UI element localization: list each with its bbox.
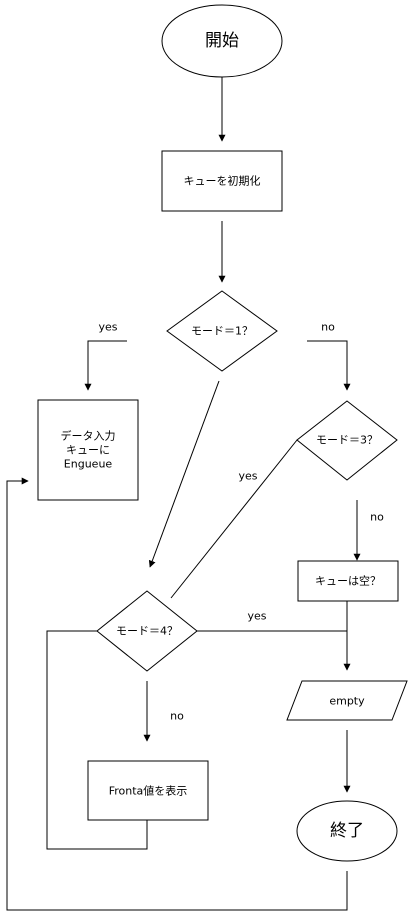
edge-mode1-to-mode4: [148, 380, 220, 568]
edge-mode3-yes: [170, 439, 298, 599]
mode3-no-label: no: [370, 511, 384, 524]
mode1-no-label: no: [321, 321, 335, 334]
empty-output: empty: [286, 680, 408, 721]
queue-empty-label: キューは空？: [315, 574, 381, 588]
end-label: 終了: [330, 821, 364, 841]
mode1-decision: モード＝1？: [166, 290, 278, 372]
show-front-process: Fronta値を表示: [87, 760, 209, 821]
data-input-process: データ入力 キューに Engueue: [37, 399, 139, 501]
data-input-label-2: キューに: [66, 444, 110, 457]
queue-empty-process: キューは空？: [297, 560, 399, 602]
start-terminal: 開始: [161, 4, 283, 78]
mode3-yes-label: yes: [238, 470, 257, 483]
mode4-label: モード＝4？: [116, 625, 178, 638]
mode3-label: モード＝3？: [316, 434, 378, 447]
mode1-label: モード＝1？: [191, 325, 253, 338]
mode4-decision: モード＝4？: [96, 590, 198, 672]
mode4-no-label: no: [170, 710, 184, 723]
init-queue-label: キューを初期化: [184, 174, 261, 188]
mode1-yes-label: yes: [98, 321, 117, 334]
edge-end-loop: [6, 477, 348, 911]
init-queue-process: キューを初期化: [161, 150, 283, 212]
edge-mode1-yes: [84, 340, 127, 391]
edge-show-front-loop: [46, 630, 148, 850]
edge-mode1-no: [307, 340, 351, 391]
empty-output-label: empty: [329, 695, 365, 708]
mode3-decision: モード＝3？: [296, 400, 398, 481]
show-front-label: Fronta値を表示: [109, 784, 188, 798]
data-input-label-1: データ入力: [61, 429, 116, 443]
end-terminal: 終了: [296, 800, 398, 862]
start-label: 開始: [205, 31, 239, 51]
data-input-label-3: Engueue: [64, 458, 113, 471]
mode4-yes-label: yes: [247, 610, 266, 623]
